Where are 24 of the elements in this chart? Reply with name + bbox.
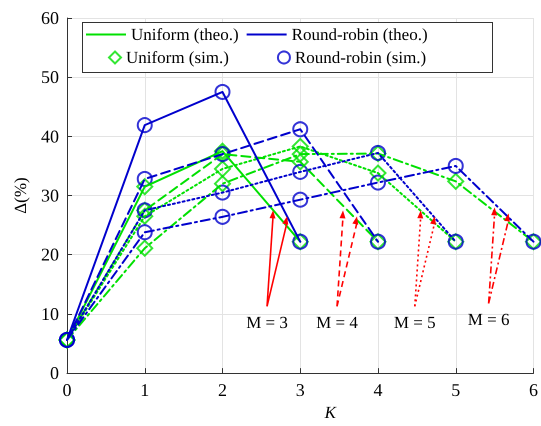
legend-label: Round-robin (theo.) [292, 25, 428, 44]
y-tick-label: 60 [41, 8, 59, 28]
annotation: M = 5 [394, 312, 436, 332]
y-tick-label: 50 [41, 67, 59, 88]
x-tick-label: 3 [296, 380, 305, 400]
x-tick-label: 5 [451, 380, 460, 400]
legend-label: Round-robin (sim.) [294, 48, 426, 67]
legend-label: Uniform (theo.) [131, 25, 239, 44]
y-axis-title: Δ(%) [11, 177, 30, 214]
x-tick-label: 2 [218, 380, 227, 400]
y-tick-label: 10 [41, 304, 59, 324]
y-tick-label: 0 [50, 363, 59, 384]
annotation: M = 3 [246, 312, 288, 332]
legend-label: Uniform (sim.) [126, 48, 229, 67]
x-tick-label: 4 [374, 380, 382, 400]
x-tick-label: 6 [529, 380, 538, 400]
annotation: M = 6 [468, 310, 510, 329]
y-tick-label: 40 [41, 126, 59, 146]
y-tick-label: 20 [41, 244, 59, 265]
y-tick-label: 30 [41, 186, 59, 206]
x-tick-label: 0 [62, 380, 72, 400]
x-axis-title: K [324, 403, 338, 422]
annotation: M = 4 [316, 312, 358, 332]
x-tick-label: 1 [140, 380, 150, 400]
